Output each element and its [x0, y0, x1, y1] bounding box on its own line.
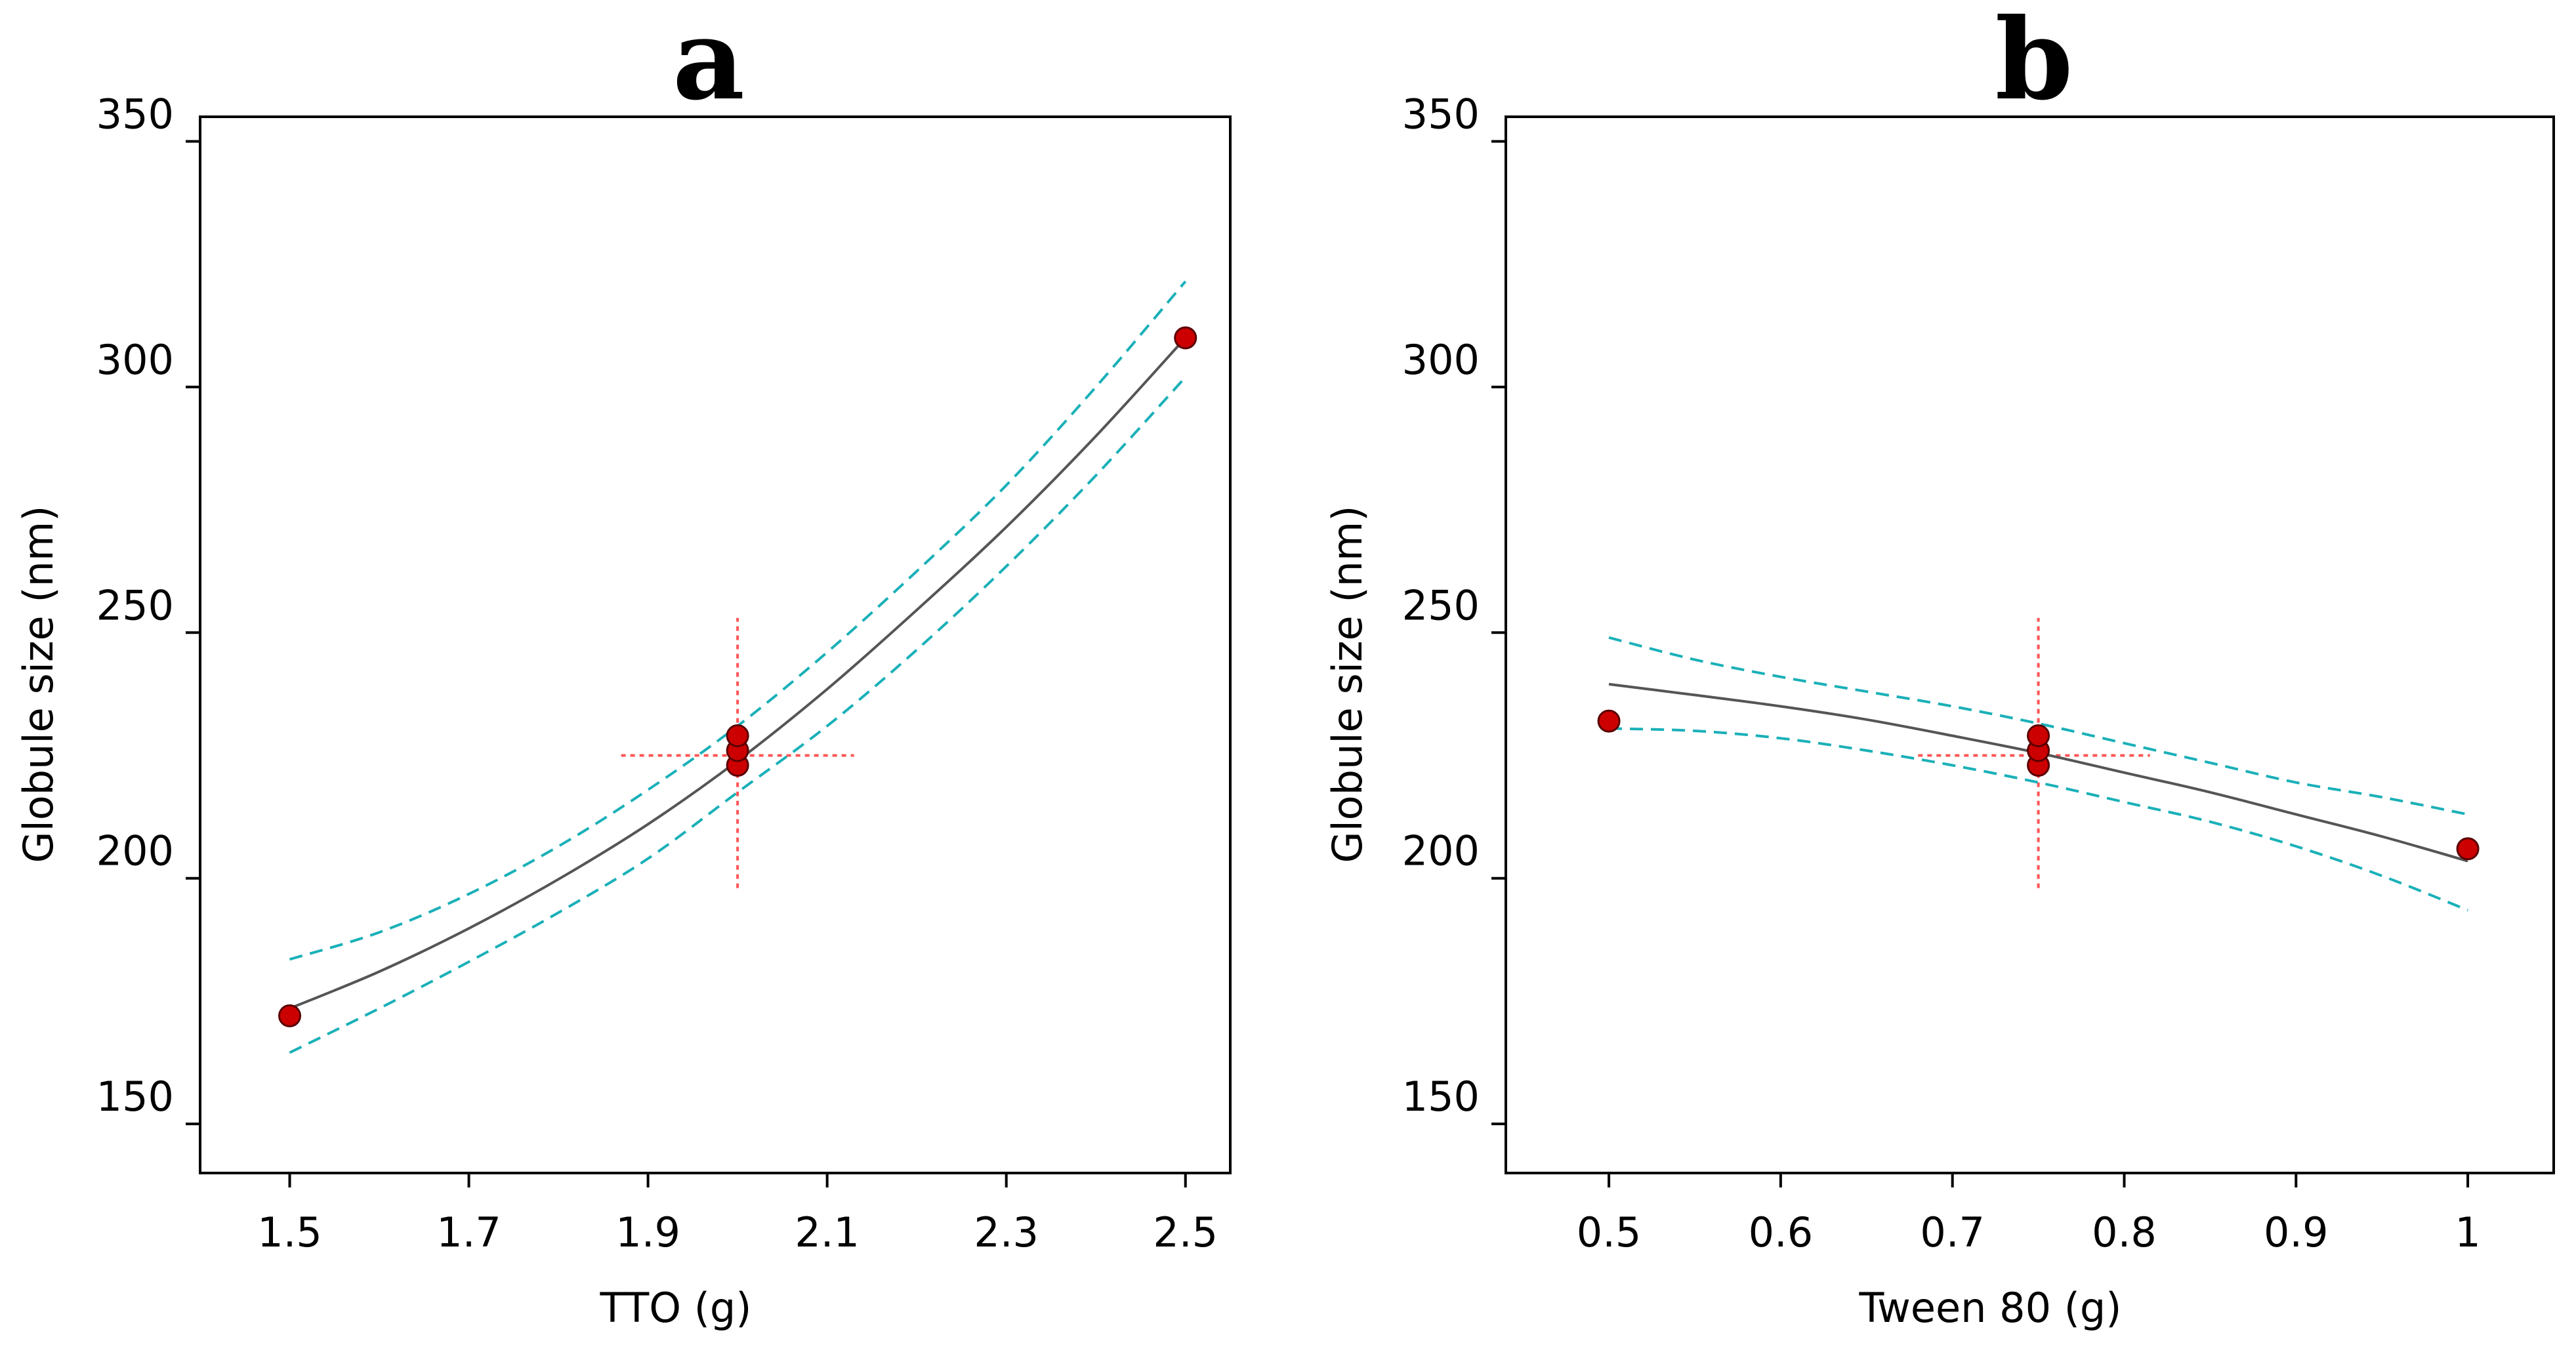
- x-tick-label: 0.7: [1920, 1208, 1985, 1256]
- y-tick-label: 300: [1402, 336, 1480, 384]
- y-tick-label: 200: [1402, 827, 1480, 875]
- data-point: [1174, 326, 1197, 350]
- data-point: [278, 1004, 302, 1027]
- plot-frame: [1505, 115, 2555, 1174]
- x-tick-label: 0.6: [1749, 1208, 1814, 1256]
- y-tick-label: 350: [1402, 90, 1480, 138]
- x-tick-label: 0.8: [2092, 1208, 2157, 1256]
- ci-upper-line: [1608, 636, 2468, 816]
- y-tick-label: 300: [96, 336, 174, 384]
- plot-frame: [199, 115, 1232, 1174]
- y-axis-title: Globule size (nm): [14, 506, 62, 863]
- ci-upper-line: [289, 280, 1187, 961]
- data-point: [726, 724, 749, 748]
- y-tick-label: 150: [96, 1073, 174, 1121]
- y-axis-title: Globule size (nm): [1323, 506, 1371, 863]
- y-tick-label: 250: [96, 581, 174, 629]
- data-point: [2027, 724, 2050, 748]
- data-point: [2456, 837, 2480, 861]
- y-tick-label: 150: [1402, 1073, 1480, 1121]
- x-tick-label: 0.5: [1577, 1208, 1642, 1256]
- x-tick-label: 2.5: [1153, 1208, 1218, 1256]
- x-axis-title: TTO (g): [600, 1284, 752, 1332]
- x-axis-title: Tween 80 (g): [1859, 1284, 2122, 1332]
- panel-b: b 150 200 250 300 350 0.5 0.6 0.7 0.8 0.9 1 Tween 80…: [1323, 0, 2555, 1332]
- x-tick-label: 1.9: [615, 1208, 680, 1256]
- y-tick-label: 250: [1402, 581, 1480, 629]
- fit-line: [289, 337, 1187, 1010]
- panel-letter: b: [1995, 0, 2073, 125]
- y-tick-label: 350: [96, 90, 174, 138]
- ci-lower-line: [1609, 727, 2468, 912]
- panel-letter: a: [673, 0, 745, 125]
- x-tick-label: 2.1: [795, 1208, 860, 1256]
- x-tick-label: 2.3: [974, 1208, 1039, 1256]
- y-tick-label: 200: [96, 827, 174, 875]
- ci-lower-line: [289, 376, 1187, 1054]
- x-tick-label: 1.5: [257, 1208, 322, 1256]
- data-point: [1597, 709, 1621, 733]
- panel-a: a 150 200 250 300 350 1.5 1.7 1.9 2.1 2.3 2.5 TTO (g…: [14, 0, 1232, 1332]
- x-tick-label: 0.9: [2264, 1208, 2329, 1256]
- x-tick-label: 1: [2455, 1208, 2480, 1256]
- x-tick-label: 1.7: [436, 1208, 501, 1256]
